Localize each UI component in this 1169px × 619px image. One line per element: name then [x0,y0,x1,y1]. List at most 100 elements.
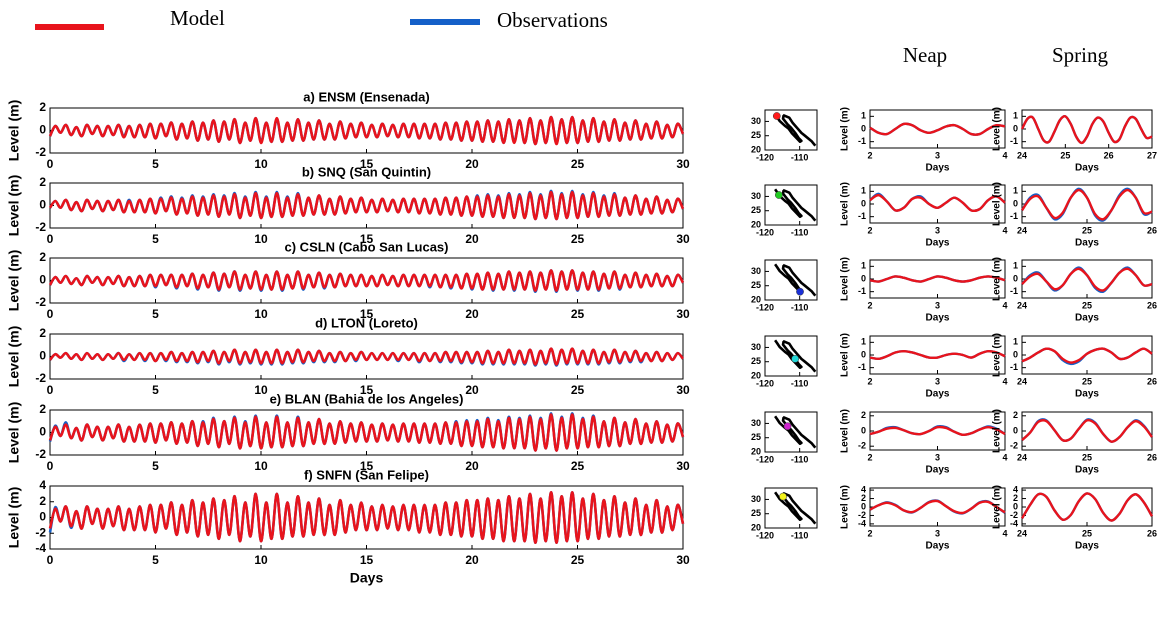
y-tick-label: -2 [858,510,866,520]
coastline [782,113,817,147]
x-tick-label: 10 [254,553,268,567]
x-tick-label: 20 [465,157,479,171]
plot-frame [869,411,1006,451]
y-tick-label: 2 [39,326,46,340]
x-tick-label: 20 [465,383,479,397]
x-tick-label: 0 [47,383,54,397]
x-tick-label: 3 [935,376,940,386]
x-tick-label: -110 [791,152,809,162]
x-tick-label: 15 [360,553,374,567]
y-tick-label: 1 [1013,261,1018,271]
x-tick-label: 30 [676,232,690,246]
x-tick-label: 0 [47,232,54,246]
x-tick-label: 0 [47,157,54,171]
x-tick-label: 2 [867,150,872,160]
series-line [48,347,685,366]
series-line [869,193,1006,213]
y-tick-label: 2 [39,402,46,416]
plot-frame [869,487,1006,527]
x-tick-label: 30 [676,383,690,397]
series-line [1020,492,1154,522]
y-tick-label: 20 [751,370,761,380]
y-tick-label: 25 [751,130,761,140]
series-line [1020,115,1153,145]
y-tick-label: -4 [35,541,46,555]
y-axis-label: Level (m) [992,333,1003,377]
series-line [48,269,685,292]
y-tick-label: 30 [751,266,761,276]
plot-frame [1021,259,1153,299]
y-tick-label: 30 [751,418,761,428]
y-tick-label: -2 [35,145,46,159]
x-tick-label: 25 [571,553,585,567]
x-tick-label: 26 [1147,376,1157,386]
y-tick-label: 1 [861,261,866,271]
y-axis-label: Level (m) [992,409,1003,453]
coastline [774,113,803,143]
y-tick-label: 1 [861,111,866,121]
y-tick-label: -1 [858,211,866,221]
y-axis-label: Level (m) [6,100,22,161]
x-tick-label: 3 [935,300,940,310]
y-tick-label: -2 [35,447,46,461]
plot-frame [764,335,818,377]
x-tick-label: 5 [152,157,159,171]
plot-frame [49,257,684,304]
panel-title: b) SNQ (San Quintin) [302,164,431,179]
y-tick-label: 0 [861,501,866,511]
y-tick-label: -4 [858,518,866,528]
x-axis-label: Days [1075,238,1099,249]
x-tick-label: 25 [1060,150,1070,160]
y-tick-label: 25 [751,508,761,518]
series-line [869,499,1006,515]
legend-label: Observations [497,8,608,32]
x-tick-label: -110 [791,530,809,540]
legend-label: Model [170,6,225,30]
station-marker [796,287,804,296]
y-tick-label: -1 [858,362,866,372]
x-tick-label: 15 [360,157,374,171]
y-tick-label: 0 [1013,123,1018,133]
x-tick-label: 5 [152,232,159,246]
x-axis-label: Days [1075,163,1099,174]
x-tick-label: -120 [756,530,774,540]
y-tick-label: -2 [1010,441,1018,451]
y-tick-label: -1 [1010,286,1018,296]
y-tick-label: 25 [751,205,761,215]
y-tick-label: 2 [861,410,866,420]
series-line [869,275,1006,283]
coastline [782,415,817,449]
x-tick-label: 3 [935,452,940,462]
y-tick-label: 0 [39,123,46,137]
y-tick-label: -1 [1010,136,1018,146]
y-tick-label: 2 [39,175,46,189]
x-tick-label: -120 [756,378,774,388]
x-tick-label: 4 [1002,376,1007,386]
y-tick-label: 1 [1013,111,1018,121]
x-tick-label: -120 [756,454,774,464]
x-tick-label: 2 [867,376,872,386]
y-tick-label: -2 [35,525,46,539]
y-tick-label: 0 [861,123,866,133]
plot-frame [1021,184,1153,224]
y-tick-label: 20 [751,294,761,304]
x-tick-label: 15 [360,383,374,397]
x-axis-label: Days [350,570,384,586]
y-tick-label: 2 [1013,410,1018,420]
y-tick-label: 2 [1013,493,1018,503]
x-tick-label: -120 [756,152,774,162]
y-tick-label: -2 [858,441,866,451]
y-axis-label: Level (m) [6,487,22,548]
x-tick-label: 25 [1082,225,1092,235]
x-tick-label: 24 [1017,528,1027,538]
panel-title: d) LTON (Loreto) [315,315,418,330]
y-tick-label: 4 [1013,484,1018,494]
plot-frame [49,107,684,154]
x-tick-label: 25 [571,157,585,171]
x-tick-label: 26 [1147,528,1157,538]
x-tick-label: 20 [465,307,479,321]
x-tick-label: 15 [360,307,374,321]
x-tick-label: 27 [1147,150,1157,160]
y-tick-label: 4 [39,478,46,492]
